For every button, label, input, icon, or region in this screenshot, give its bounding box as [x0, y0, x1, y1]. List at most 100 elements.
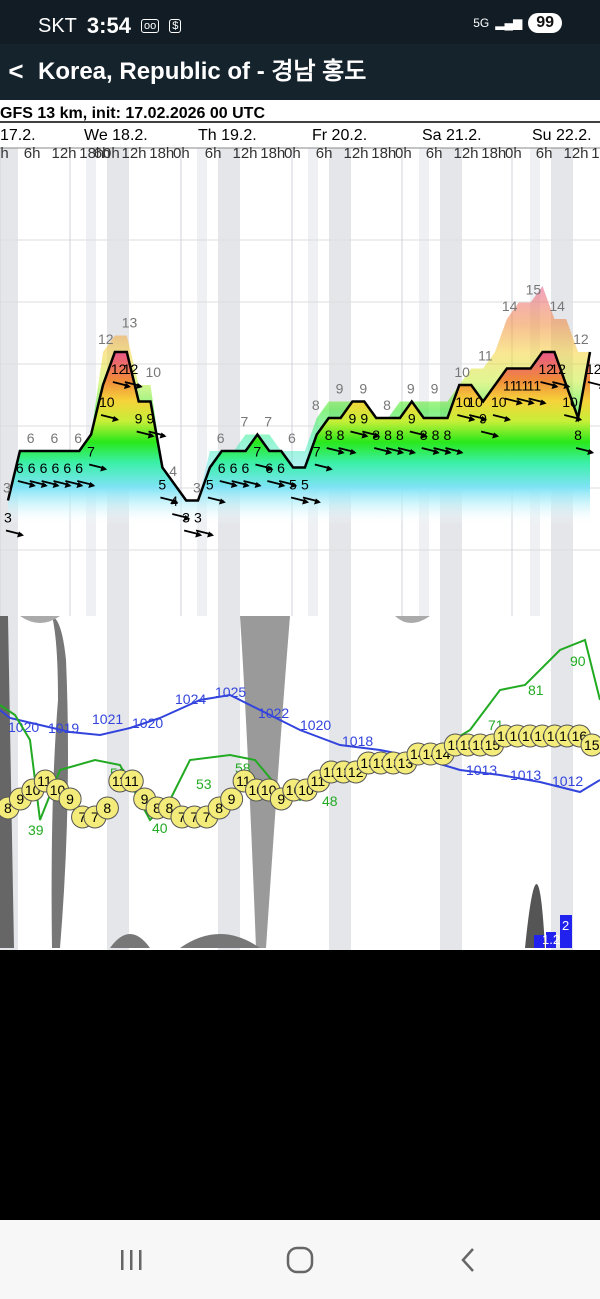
pressure-label: 1013: [510, 767, 541, 783]
wind-arrow-head: [313, 498, 321, 505]
hour-label: 0h: [505, 145, 522, 162]
temperature-label: 8: [153, 800, 161, 816]
gust-label: 13: [122, 315, 138, 331]
wind-arrow: [587, 381, 600, 386]
wind-arrow-head: [337, 449, 345, 455]
pressure-label: 1025: [215, 684, 246, 700]
wind-arrow-head: [100, 465, 108, 472]
network-label: 5G: [473, 16, 490, 30]
gust-label: 14: [502, 298, 518, 314]
precip-label: 1.2: [542, 932, 560, 947]
wind-speed-label: 6: [63, 460, 71, 476]
wind-arrow-head: [195, 531, 203, 538]
wind-speed-label: 10: [99, 394, 115, 410]
cloud-shape: [20, 616, 60, 623]
wind-arrow-head: [325, 465, 333, 472]
wind-speed-label: 11: [527, 378, 542, 394]
temperature-label: 7: [190, 809, 198, 825]
wind-speed-label: 9: [479, 411, 487, 427]
wind-arrow-head: [408, 449, 416, 455]
wind-arrow-head: [207, 531, 215, 538]
wind-speed-label: 8: [372, 427, 380, 443]
gust-label: 12: [573, 331, 589, 347]
humidity-label: 48: [322, 793, 338, 809]
wind-speed-label: 5: [301, 477, 309, 493]
gust-label: 10: [454, 364, 470, 380]
model-info-label: GFS 13 km, init: 17.02.2026 00 UTC: [0, 105, 265, 122]
wind-arrow-head: [575, 416, 583, 422]
wind-speed-label: 6: [28, 460, 36, 476]
night-band: [0, 148, 18, 618]
forecast-chart[interactable]: GFS 13 km, init: 17.02.2026 00 UTC 17.2. W…: [0, 100, 600, 950]
wind-speed-label: 8: [420, 427, 428, 443]
forecast-chart-svg: GFS 13 km, init: 17.02.2026 00 UTC 17.2. W…: [0, 100, 600, 950]
wind-speed-label: 8: [574, 427, 582, 443]
clock-label: 3:54: [86, 13, 131, 38]
hour-label: 6h: [24, 145, 41, 162]
temperature-label: 7: [91, 809, 99, 825]
hour-label: 0h: [173, 145, 190, 162]
day-label: We 18.2.: [84, 127, 148, 144]
humidity-label: 40: [152, 820, 168, 836]
wind-arrow-head: [64, 482, 72, 488]
back-button[interactable]: <: [8, 56, 24, 86]
signal-icon: ▂▄▆: [495, 16, 523, 30]
wind-speed-label: 12: [586, 361, 600, 377]
status-right: 5G ▂▄▆ 99: [473, 13, 562, 33]
day-label: Th 19.2.: [198, 127, 257, 144]
wind-arrow-head: [444, 449, 452, 455]
wind-speed-label: 6: [218, 460, 226, 476]
temperature-label: 7: [79, 809, 87, 825]
night-band: [329, 616, 351, 950]
temperature-label: 9: [277, 791, 285, 807]
gust-label: 6: [288, 430, 296, 446]
wind-speed-label: 6: [242, 460, 250, 476]
wind-arrow-head: [76, 482, 84, 488]
wind-speed-label: 8: [396, 427, 404, 443]
temperature-label: 8: [103, 800, 111, 816]
wind-arrow-head: [480, 416, 488, 422]
hour-label: 6h: [205, 145, 222, 162]
precip-bar: [560, 915, 572, 948]
wind-arrow-head: [349, 449, 357, 455]
wind-speed-label: 5: [289, 477, 297, 493]
temperature-label: 7: [178, 809, 186, 825]
cloud-shape: [395, 616, 430, 623]
wind-arrow-head: [456, 449, 464, 455]
wind-arrow-head: [218, 498, 226, 505]
temperature-circle: [95, 796, 119, 820]
pressure-label: 1019: [48, 720, 79, 736]
pressure-label: 1012: [552, 773, 583, 789]
nav-back-button[interactable]: [438, 1240, 498, 1280]
hour-label: 12h: [344, 145, 369, 162]
wind-arrow-head: [183, 515, 191, 521]
hour-label: 6h: [536, 145, 553, 162]
recent-apps-button[interactable]: [102, 1240, 162, 1280]
gust-label: 6: [217, 430, 225, 446]
hour-label: 0h: [103, 145, 120, 162]
cloud-shape: [0, 616, 14, 948]
hour-label: 18h: [260, 145, 285, 162]
wind-speed-label: 9: [135, 411, 143, 427]
gust-label: 9: [407, 381, 415, 397]
hour-label: 12h: [122, 145, 147, 162]
hour-label: 0h: [284, 145, 301, 162]
wind-speed-label: 8: [384, 427, 392, 443]
gust-label: 9: [336, 381, 344, 397]
wind-arrow-head: [254, 482, 262, 488]
pressure-label: 1018: [342, 733, 373, 749]
cloud-shape: [110, 934, 150, 948]
precip-label: 2: [562, 918, 569, 933]
wind-arrow-head: [420, 432, 428, 439]
gust-label: 10: [146, 364, 162, 380]
home-button[interactable]: [270, 1240, 330, 1280]
temperature-circle: [220, 787, 244, 811]
humidity-label: 53: [196, 776, 212, 792]
wind-arrow-head: [242, 482, 250, 488]
day-label: Fr 20.2.: [312, 127, 367, 144]
night-band: [440, 148, 462, 618]
wind-speed-label: 6: [16, 460, 24, 476]
wind-arrow-head: [52, 482, 60, 488]
wind-arrow-head: [302, 498, 310, 505]
hour-label: 12h: [233, 145, 258, 162]
